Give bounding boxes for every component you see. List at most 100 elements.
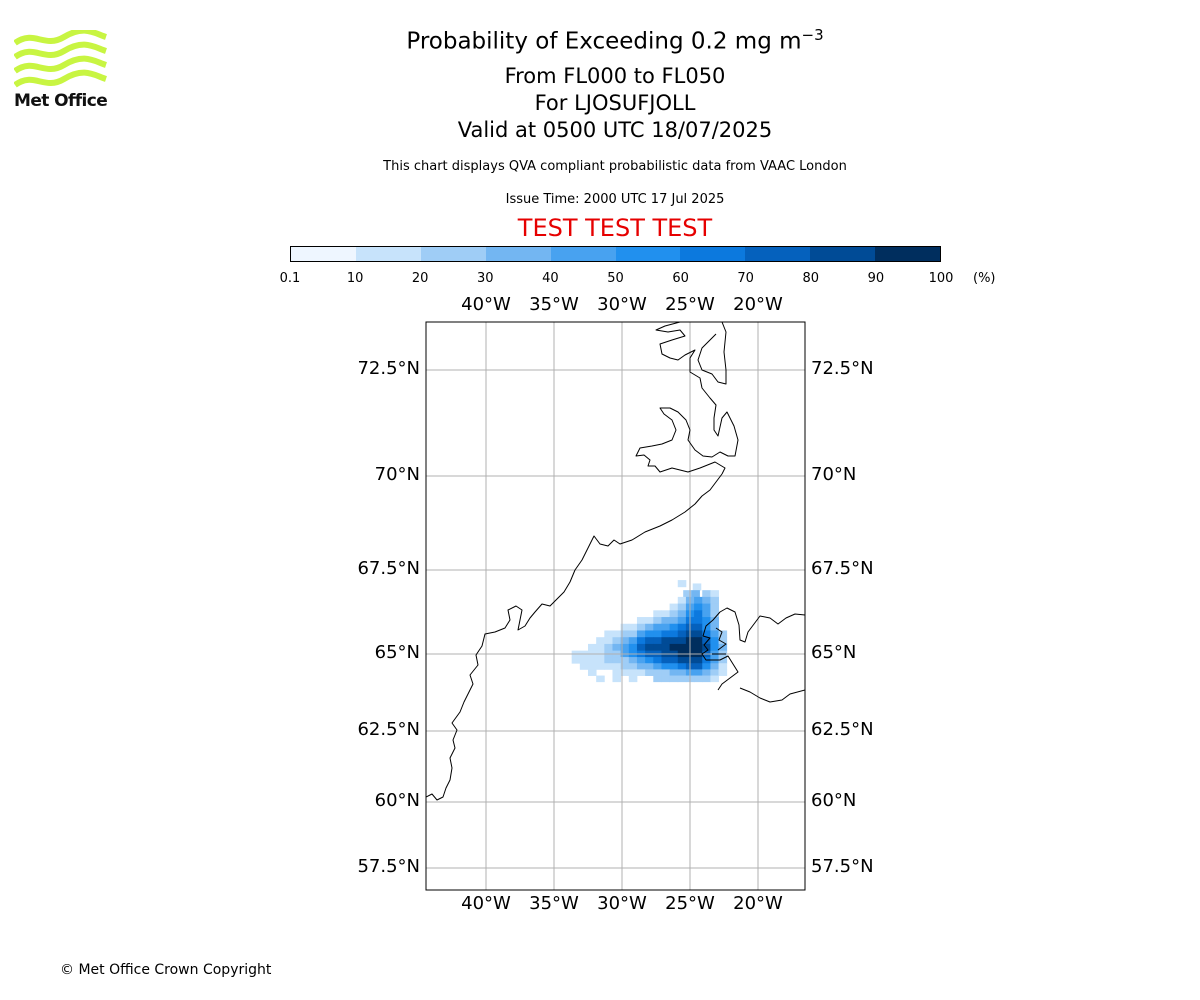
copyright: © Met Office Crown Copyright	[60, 962, 272, 978]
met-office-wave-icon	[13, 27, 108, 88]
plume-cell	[579, 657, 589, 664]
plume-cell	[661, 669, 670, 676]
plume-cell	[677, 657, 687, 664]
plume-cell	[677, 617, 687, 625]
colorbar-tick-label: 70	[737, 271, 754, 286]
plume-cell	[710, 669, 719, 676]
plume-cell	[669, 610, 679, 618]
plume-cell	[636, 643, 646, 652]
plume-cell	[653, 630, 662, 638]
plume-cell	[694, 675, 703, 683]
plume-cell	[661, 663, 670, 670]
plume-cell	[702, 675, 711, 683]
plume-cell	[702, 617, 711, 625]
plume-cell	[677, 596, 687, 604]
plume-cell	[661, 610, 670, 618]
plume-cell	[702, 663, 711, 670]
plume-cell	[694, 603, 703, 611]
plume-cell	[694, 630, 703, 638]
plume-cell	[694, 643, 703, 652]
plume-cell	[677, 630, 687, 638]
plume-cell	[612, 675, 622, 683]
plume-cell	[710, 663, 719, 670]
plume-cell	[620, 637, 630, 645]
plume-cell	[596, 637, 605, 645]
plume-cell	[661, 637, 670, 645]
logo-text: Met Office	[14, 91, 108, 111]
plume-cell	[612, 630, 622, 638]
plume-cell	[677, 580, 687, 588]
plume-cell	[645, 637, 654, 645]
plume-cell	[645, 657, 654, 664]
coastlines	[426, 322, 805, 801]
plume-cell	[620, 663, 630, 670]
latitude-tick-label: 72.5°N	[357, 358, 420, 379]
fjord-system	[697, 322, 727, 385]
plume-cell	[653, 610, 662, 618]
colorbar-tick-label: 90	[867, 271, 885, 286]
plume-cell	[628, 669, 638, 676]
plume-cell	[620, 657, 630, 664]
plume-cell	[710, 596, 719, 604]
latitude-tick-label: 65°N	[811, 642, 857, 663]
plume-cell	[710, 643, 719, 652]
plume-cell	[596, 657, 605, 664]
plume-cell	[628, 657, 638, 664]
plume-cell	[669, 643, 679, 652]
plume-cell	[702, 610, 711, 618]
iceland-inlet	[712, 627, 727, 655]
plume-cell	[645, 623, 654, 631]
plume-cell	[669, 623, 679, 631]
plume-cell	[604, 630, 613, 638]
title-superscript: −3	[801, 26, 824, 44]
plume-cell	[718, 657, 728, 664]
plume-cell	[653, 663, 662, 670]
plume-cell	[718, 637, 728, 645]
plume-cell	[579, 663, 589, 670]
plume-cell	[694, 663, 703, 670]
plume-cell	[612, 657, 622, 664]
plume-cell	[669, 675, 679, 683]
colorbar-segment	[550, 247, 616, 261]
plume-cell	[694, 596, 703, 604]
colorbar-tick-label: 20	[411, 271, 429, 286]
greenland-coast-north	[635, 322, 739, 475]
longitude-tick-label: 20°W	[733, 893, 783, 914]
test-banner: TEST TEST TEST	[517, 214, 713, 242]
plume-cell	[710, 610, 719, 618]
graticule	[426, 322, 805, 890]
chart-description: This chart displays QVA compliant probab…	[383, 159, 847, 174]
greenland-coast	[426, 473, 723, 801]
plume-cell	[677, 603, 687, 611]
plume-cell	[661, 657, 670, 664]
plume-cell	[645, 643, 654, 652]
longitude-tick-label: 25°W	[665, 294, 715, 315]
plume-cell	[661, 630, 670, 638]
plume-cell	[588, 663, 597, 670]
colorbar-segment	[810, 247, 876, 261]
plume-cell	[628, 623, 638, 631]
plume-cell	[677, 610, 687, 618]
latitude-tick-label: 67.5°N	[357, 558, 420, 579]
longitude-tick-label: 35°W	[529, 893, 579, 914]
longitude-tick-label: 20°W	[733, 294, 783, 315]
latitude-tick-label: 70°N	[374, 464, 420, 485]
plume-cell	[612, 637, 622, 645]
plume-cell	[694, 617, 703, 625]
plume-cell	[636, 617, 646, 625]
plume-cell	[718, 669, 728, 676]
plume-cell	[710, 623, 719, 631]
plume-cell	[653, 623, 662, 631]
issue-time: Issue Time: 2000 UTC 17 Jul 2025	[505, 192, 725, 207]
colorbar-segment	[745, 247, 811, 261]
plume-cell	[645, 630, 654, 638]
plume-cell	[645, 669, 654, 676]
plume-cell	[636, 669, 646, 676]
latitude-tick-label: 72.5°N	[811, 358, 874, 379]
plume-cell	[702, 623, 711, 631]
volcano-name: For LJOSUFJOLL	[534, 91, 696, 115]
longitude-tick-label: 40°W	[461, 893, 511, 914]
plume-cell	[636, 657, 646, 664]
plume-cell	[636, 630, 646, 638]
plume-cell	[636, 663, 646, 670]
